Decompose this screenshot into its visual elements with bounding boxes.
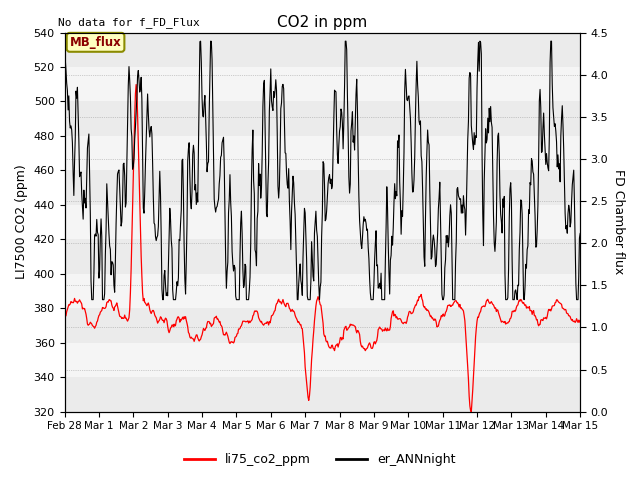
- Title: CO2 in ppm: CO2 in ppm: [277, 15, 367, 30]
- Legend: li75_co2_ppm, er_ANNnight: li75_co2_ppm, er_ANNnight: [179, 448, 461, 471]
- Bar: [65, 101, 580, 136]
- Bar: [65, 33, 580, 67]
- Bar: [65, 343, 580, 377]
- Y-axis label: LI7500 CO2 (ppm): LI7500 CO2 (ppm): [15, 165, 28, 279]
- Bar: [65, 136, 580, 170]
- Bar: [65, 205, 580, 240]
- Y-axis label: FD Chamber flux: FD Chamber flux: [612, 169, 625, 275]
- Text: MB_flux: MB_flux: [70, 36, 122, 49]
- Bar: [65, 170, 580, 205]
- Bar: [65, 308, 580, 343]
- Text: No data for f_FD_Flux: No data for f_FD_Flux: [58, 17, 199, 28]
- Bar: [65, 377, 580, 412]
- Bar: [65, 274, 580, 308]
- Bar: [65, 67, 580, 101]
- Bar: [65, 240, 580, 274]
